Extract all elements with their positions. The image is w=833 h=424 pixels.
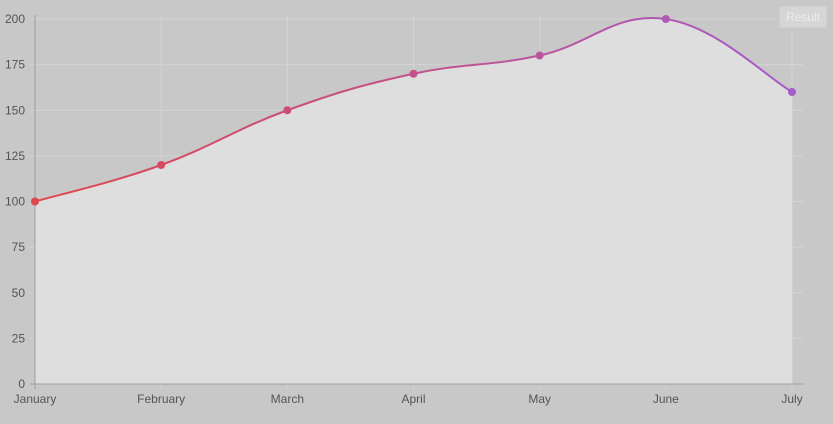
y-tick-label: 175 [5,58,25,72]
data-point[interactable] [283,106,292,115]
data-point[interactable] [788,88,796,96]
data-point[interactable] [661,15,670,23]
y-tick-label: 200 [5,12,25,26]
data-point[interactable] [157,161,166,169]
x-tick-label: June [653,392,679,406]
y-tick-label: 100 [5,195,25,209]
data-point[interactable] [31,197,39,206]
x-tick-labels: January February March April May June July [14,392,803,406]
y-tick-label: 75 [12,240,26,254]
y-tick-label: 0 [18,377,25,391]
x-tick-label: February [137,392,185,406]
y-tick-label: 25 [12,331,26,345]
data-points [31,15,796,206]
area-fill [35,17,792,384]
x-tick-label: May [528,392,551,406]
result-button[interactable]: Result [779,6,827,28]
data-point[interactable] [535,51,544,60]
y-tick-labels: 0 25 50 75 100 125 150 175 200 [5,12,25,391]
x-tick-label: April [401,392,425,406]
y-tick-label: 150 [5,103,25,117]
x-tick-label: July [781,392,802,406]
y-tick-label: 125 [5,149,25,163]
x-tick-label: March [271,392,304,406]
y-tick-label: 50 [12,286,26,300]
x-tick-label: January [14,392,57,406]
data-point[interactable] [409,69,418,78]
